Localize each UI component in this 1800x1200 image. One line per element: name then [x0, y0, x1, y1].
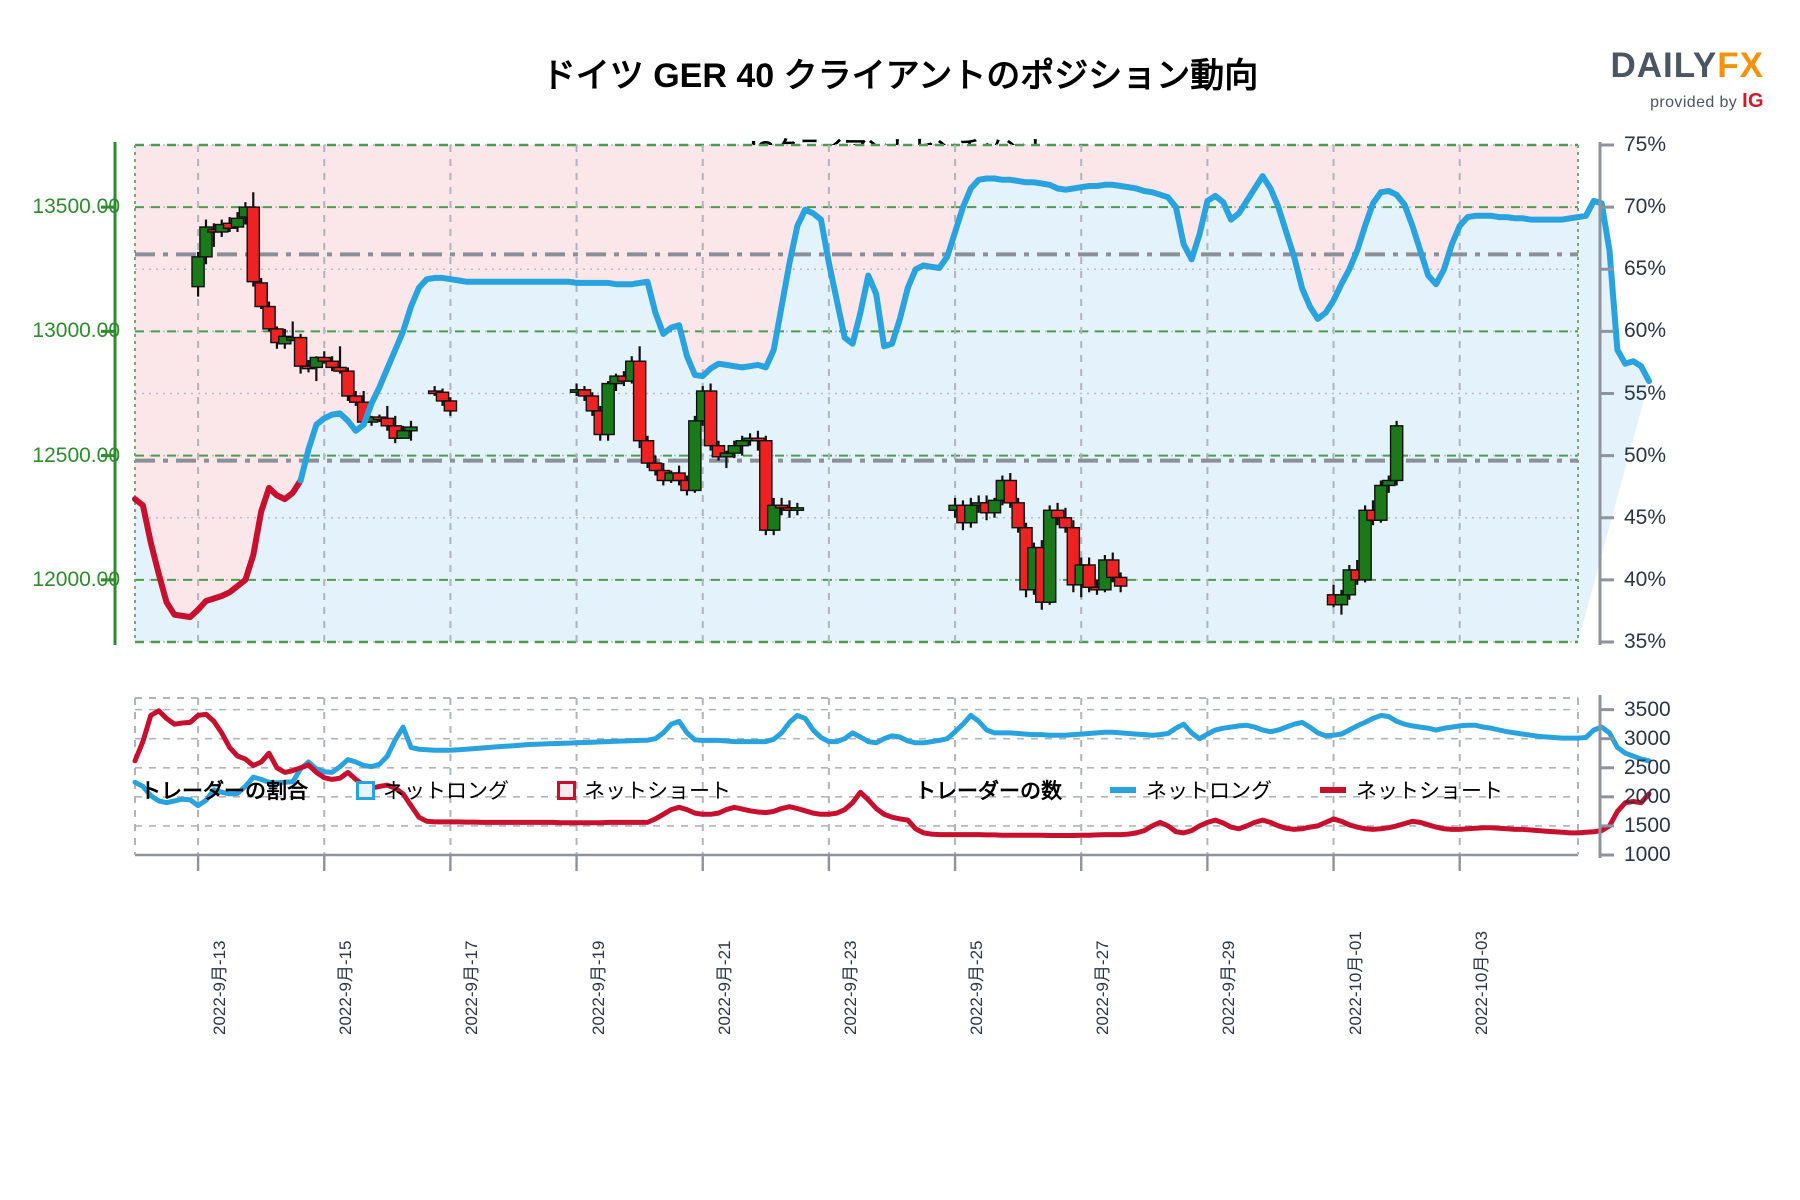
legend-ratio-net-long[interactable]: ネットロング: [356, 775, 509, 805]
trader-count-axis-label: 2000: [1624, 784, 1671, 808]
date-axis-label: 2022-9月-19: [588, 940, 608, 1035]
legend-count-title: トレーダーの数: [915, 780, 1062, 803]
legend-ratio-title: トレーダーの割合: [140, 780, 308, 803]
net-short-line-icon: [1320, 787, 1346, 793]
date-axis-label: 2022-10月-01: [1345, 931, 1365, 1035]
logo-tagline: provided by IG: [1610, 90, 1764, 113]
date-axis-label: 2022-9月-29: [1219, 940, 1239, 1035]
legend-count-net-long[interactable]: ネットロング: [1110, 775, 1272, 805]
date-axis-label: 2022-9月-15: [336, 940, 356, 1035]
logo-daily-text: DAILY: [1610, 46, 1718, 85]
legend-trader-ratio: トレーダーの割合 ネットロング ネットショート: [140, 775, 731, 805]
logo-provided-by-text: provided by: [1650, 94, 1738, 111]
date-axis-label: 2022-10月-03: [1471, 931, 1491, 1035]
logo-wordmark: DAILYFX: [1610, 48, 1764, 83]
date-axis-label: 2022-9月-13: [210, 940, 230, 1035]
percent-axis-label: 35%: [1624, 630, 1667, 653]
percent-axis-label: 40%: [1624, 567, 1667, 591]
legend-count-net-long-label: ネットロング: [1146, 780, 1272, 803]
percent-axis-label: 65%: [1624, 257, 1667, 281]
legend-count-net-short[interactable]: ネットショート: [1320, 775, 1503, 805]
percent-axis-label: 55%: [1624, 381, 1667, 405]
legend-ratio-net-short-label: ネットショート: [584, 780, 731, 803]
net-long-line-icon: [1110, 787, 1136, 793]
legend-ratio-net-short[interactable]: ネットショート: [557, 775, 731, 805]
page-title: ドイツ GER 40 クライアントのポジション動向: [541, 57, 1259, 95]
trader-count-axis-label: 3000: [1624, 726, 1671, 750]
trader-count-axis-label: 1000: [1624, 843, 1671, 866]
logo-ig-text: IG: [1742, 90, 1764, 112]
date-axis-label: 2022-9月-25: [967, 940, 987, 1035]
date-axis-label: 2022-9月-21: [714, 940, 734, 1035]
percent-axis-label: 75%: [1624, 133, 1667, 156]
price-axis-label: 13500.00: [32, 195, 120, 219]
price-axis-label: 12000.00: [32, 567, 120, 591]
net-short-swatch-icon: [557, 780, 576, 800]
price-axis-label: 13000.00: [32, 319, 120, 343]
net-long-swatch-icon: [356, 780, 375, 800]
legend-ratio-net-long-label: ネットロング: [383, 780, 509, 803]
trader-count-axis-label: 1500: [1624, 813, 1671, 837]
legend-trader-count: トレーダーの数 ネットロング ネットショート: [915, 775, 1503, 805]
date-axis-label: 2022-9月-17: [462, 940, 482, 1035]
percent-axis-label: 70%: [1624, 195, 1667, 219]
date-axis-label: 2022-9月-27: [1093, 940, 1113, 1035]
date-axis-label: 2022-9月-23: [840, 940, 860, 1035]
price-axis-label: 12500.00: [32, 443, 120, 467]
logo-fx-text: FX: [1717, 46, 1764, 85]
legend-count-net-short-label: ネットショート: [1356, 780, 1503, 803]
trader-count-axis-label: 3500: [1624, 697, 1671, 721]
trader-count-axis-label: 2500: [1624, 755, 1671, 779]
percent-axis-label: 60%: [1624, 319, 1667, 343]
percent-axis-label: 50%: [1624, 443, 1667, 467]
percent-axis-label: 45%: [1624, 505, 1667, 529]
dailyfx-logo: DAILYFX provided by IG: [1610, 48, 1764, 113]
